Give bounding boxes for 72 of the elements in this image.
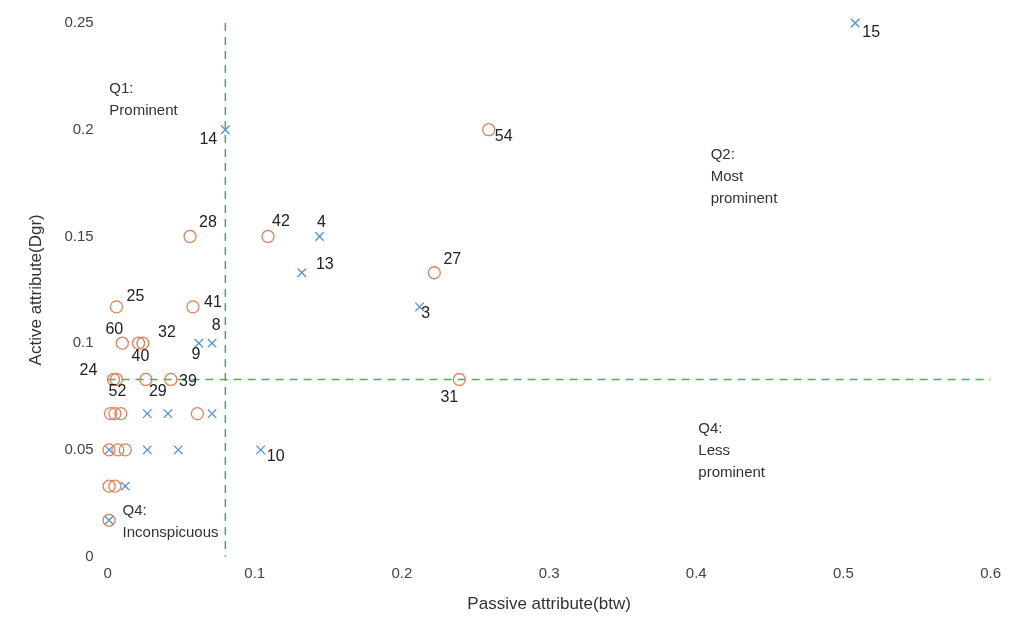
point — [114, 406, 128, 421]
point — [482, 123, 496, 137]
annotation: 39 — [178, 371, 197, 389]
point — [108, 479, 122, 493]
y-tick-label: 0.25 — [64, 13, 94, 31]
point — [314, 231, 325, 242]
x-tick-label: 0.1 — [244, 563, 266, 581]
annotation: Q4: Inconspicuous — [122, 500, 219, 540]
y-tick-label: 0.1 — [72, 333, 94, 351]
point — [183, 229, 197, 244]
annotation: 28 — [199, 212, 218, 230]
point — [173, 444, 184, 455]
point — [120, 481, 131, 492]
annotation: 15 — [862, 23, 881, 41]
point — [163, 408, 173, 419]
annotation: 24 — [79, 360, 98, 378]
annotation: 13 — [315, 255, 334, 273]
annotation: 25 — [126, 287, 145, 305]
annotation: 52 — [108, 381, 127, 399]
point — [261, 229, 275, 244]
annotation: 41 — [204, 293, 222, 311]
y-tick-label: 0.2 — [72, 119, 94, 137]
y-tick-label: 0.15 — [64, 226, 94, 244]
annotation: 29 — [148, 381, 167, 399]
point — [142, 444, 153, 455]
point — [118, 443, 132, 457]
x-tick-label: 0.4 — [685, 563, 707, 581]
point — [108, 406, 122, 421]
annotation: 9 — [191, 344, 201, 362]
annotation: Q2: Most prominent — [710, 144, 779, 206]
point — [115, 336, 129, 350]
annotation: 42 — [272, 211, 290, 229]
x-axis-title: Passive attribute(btw) — [467, 594, 631, 614]
annotation: 54 — [494, 127, 513, 145]
annotation: 14 — [199, 130, 218, 148]
point — [111, 443, 125, 457]
point — [220, 124, 231, 135]
point — [186, 300, 200, 314]
point — [142, 408, 153, 419]
point — [131, 336, 146, 350]
point — [190, 406, 205, 421]
point — [207, 338, 217, 349]
point — [452, 372, 466, 387]
annotation: 8 — [211, 315, 221, 333]
annotation: 60 — [105, 319, 124, 337]
annotation: Q1: Prominent — [109, 79, 179, 119]
annotation: 32 — [158, 322, 176, 340]
y-tick-label: 0 — [85, 546, 94, 564]
annotation: Q4: Less prominent — [698, 419, 766, 481]
point — [103, 406, 118, 421]
point — [136, 336, 150, 350]
annotation: 27 — [443, 250, 462, 268]
y-axis-title: Active attribute(Dgr) — [25, 214, 45, 366]
point — [427, 266, 441, 280]
x-tick-label: 0.3 — [538, 563, 560, 581]
x-tick-label: 0 — [103, 563, 112, 581]
x-tick-label: 0.5 — [832, 563, 854, 581]
point — [164, 372, 178, 387]
x-tick-label: 0.2 — [391, 563, 413, 581]
annotation: 31 — [440, 387, 459, 405]
point — [102, 479, 116, 493]
annotation: 40 — [131, 346, 150, 364]
annotation: 3 — [421, 304, 431, 322]
y-tick-label: 0.05 — [64, 440, 94, 458]
annotation: 10 — [266, 447, 285, 465]
point — [296, 267, 307, 278]
point — [109, 300, 124, 314]
point — [207, 408, 217, 419]
annotation: 4 — [317, 212, 327, 230]
point — [850, 18, 861, 28]
x-tick-label: 0.6 — [980, 563, 1001, 581]
point — [255, 444, 266, 455]
